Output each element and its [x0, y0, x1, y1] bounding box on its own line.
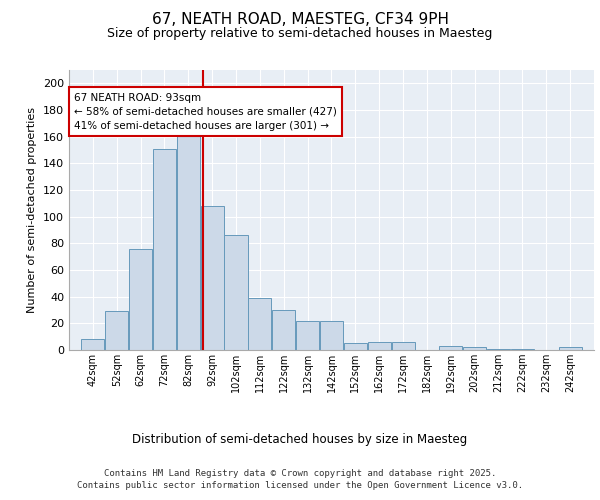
Text: Contains HM Land Registry data © Crown copyright and database right 2025.
Contai: Contains HM Land Registry data © Crown c… — [77, 469, 523, 490]
Bar — [272, 310, 295, 350]
Y-axis label: Number of semi-detached properties: Number of semi-detached properties — [28, 107, 37, 313]
Text: 67 NEATH ROAD: 93sqm
← 58% of semi-detached houses are smaller (427)
41% of semi: 67 NEATH ROAD: 93sqm ← 58% of semi-detac… — [74, 92, 337, 130]
Bar — [81, 340, 104, 350]
Bar — [559, 348, 582, 350]
Text: Size of property relative to semi-detached houses in Maesteg: Size of property relative to semi-detach… — [107, 28, 493, 40]
Text: 67, NEATH ROAD, MAESTEG, CF34 9PH: 67, NEATH ROAD, MAESTEG, CF34 9PH — [151, 12, 449, 28]
Bar — [105, 312, 128, 350]
Bar — [177, 134, 200, 350]
Bar — [511, 348, 534, 350]
Bar — [463, 348, 486, 350]
Bar — [296, 320, 319, 350]
Bar — [248, 298, 271, 350]
Bar — [344, 344, 367, 350]
Bar — [439, 346, 463, 350]
Text: Distribution of semi-detached houses by size in Maesteg: Distribution of semi-detached houses by … — [133, 432, 467, 446]
Bar — [487, 348, 510, 350]
Bar — [200, 206, 224, 350]
Bar — [320, 320, 343, 350]
Bar — [224, 236, 248, 350]
Bar — [392, 342, 415, 350]
Bar — [153, 148, 176, 350]
Bar — [129, 248, 152, 350]
Bar — [368, 342, 391, 350]
